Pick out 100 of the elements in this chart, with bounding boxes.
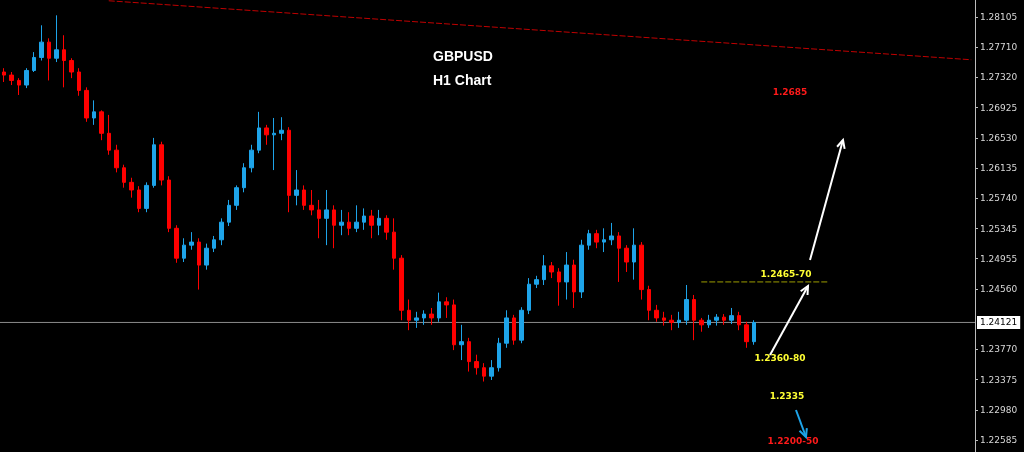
candlestick (564, 251, 569, 301)
candlestick (159, 141, 164, 186)
candlestick (9, 71, 14, 86)
text: GBPUSD (433, 48, 493, 64)
candlestick (572, 259, 576, 309)
candlestick (257, 111, 261, 154)
candlestick (707, 314, 711, 329)
y-tick-label: 1.26530 (980, 132, 1018, 143)
y-tick-label: 1.23770 (980, 344, 1018, 355)
ref-line-label: 1.24121 (980, 317, 1018, 328)
candlestick (227, 199, 231, 227)
candlestick (654, 304, 659, 323)
candlestick (32, 51, 36, 73)
candlestick (47, 37, 51, 81)
candlestick (144, 181, 149, 213)
candlestick (422, 309, 426, 326)
y-tick-label: 1.25345 (980, 223, 1018, 234)
annotation: 1.2200-50 (767, 436, 819, 446)
candlestick (317, 199, 321, 239)
candlestick (437, 292, 441, 323)
candlestick (684, 284, 689, 326)
candlestick (624, 244, 629, 273)
candlestick (662, 311, 666, 327)
candlestick (39, 24, 44, 62)
candlestick (287, 126, 291, 213)
candlestick (527, 277, 531, 315)
candlestick (699, 317, 704, 333)
candlestick (272, 117, 276, 171)
candlestick (579, 239, 584, 299)
candlestick (167, 175, 171, 233)
annotation: 1.2465-70 (760, 269, 812, 279)
y-tick-label: 1.27710 (980, 42, 1018, 53)
candlestick (519, 306, 524, 344)
candlestick (677, 311, 681, 329)
candlestick (444, 296, 449, 319)
candlestick (197, 237, 201, 291)
candlestick (354, 204, 359, 233)
candlestick (129, 177, 134, 199)
candlestick (2, 67, 6, 83)
candlestick (99, 109, 104, 141)
candlestick (594, 229, 599, 249)
candlestick (212, 235, 216, 253)
candlestick (617, 231, 621, 283)
annotation: 1.2360-80 (754, 353, 806, 363)
candlestick (639, 241, 644, 301)
candlestick (189, 231, 194, 251)
candlestick (69, 57, 74, 79)
candlestick (84, 86, 89, 123)
candlestick (722, 313, 726, 326)
candlestick (377, 209, 381, 236)
y-tick-label: 1.24560 (980, 283, 1018, 294)
y-tick-label: 1.23375 (980, 374, 1018, 385)
y-tick-label: 1.26925 (980, 102, 1018, 113)
candlestick (279, 116, 284, 141)
candlestick (497, 337, 501, 373)
candlestick (17, 77, 21, 96)
candlestick (24, 67, 29, 89)
candlestick (204, 243, 209, 271)
candlestick (362, 207, 366, 231)
candlestick (392, 217, 396, 271)
candlestick (182, 237, 186, 263)
candlestick (332, 204, 336, 249)
y-tick-label: 1.28105 (980, 12, 1018, 23)
candlestick (309, 189, 314, 216)
candlestick (152, 137, 156, 189)
candlestick (504, 309, 509, 349)
candlestick (92, 99, 96, 126)
candlestick (452, 299, 456, 351)
y-tick-label: 1.25740 (980, 193, 1018, 204)
candlestick (542, 254, 546, 286)
y-tick-label: 1.22980 (980, 404, 1018, 415)
candlestick (347, 211, 351, 236)
candlestick (429, 307, 434, 326)
candlestick (242, 162, 246, 193)
candlestick (399, 254, 404, 321)
candlestick (467, 337, 471, 373)
candlestick (324, 189, 329, 246)
candlestick (512, 314, 516, 346)
candlestick (414, 311, 419, 329)
candlestick (459, 324, 464, 361)
y-tick-label: 1.24955 (980, 253, 1018, 264)
candlestick (294, 169, 299, 206)
candlestick (752, 319, 756, 346)
candlestick (632, 227, 636, 281)
candlestick (609, 222, 614, 246)
candlestick (737, 311, 741, 331)
annotation: 1.2335 (769, 391, 805, 401)
candlestick (302, 184, 306, 211)
candlestick (54, 14, 59, 63)
candlestick (692, 294, 696, 341)
candlestick (107, 114, 111, 156)
y-tick-label: 1.27320 (980, 72, 1018, 83)
candlestick (489, 359, 494, 381)
candlestick (549, 261, 554, 279)
candlestick (474, 354, 479, 376)
candlestick (407, 299, 411, 331)
candlestick (729, 307, 734, 325)
candlestick (219, 217, 224, 246)
candlestick (384, 214, 389, 241)
y-tick-label: 1.26135 (980, 163, 1018, 174)
